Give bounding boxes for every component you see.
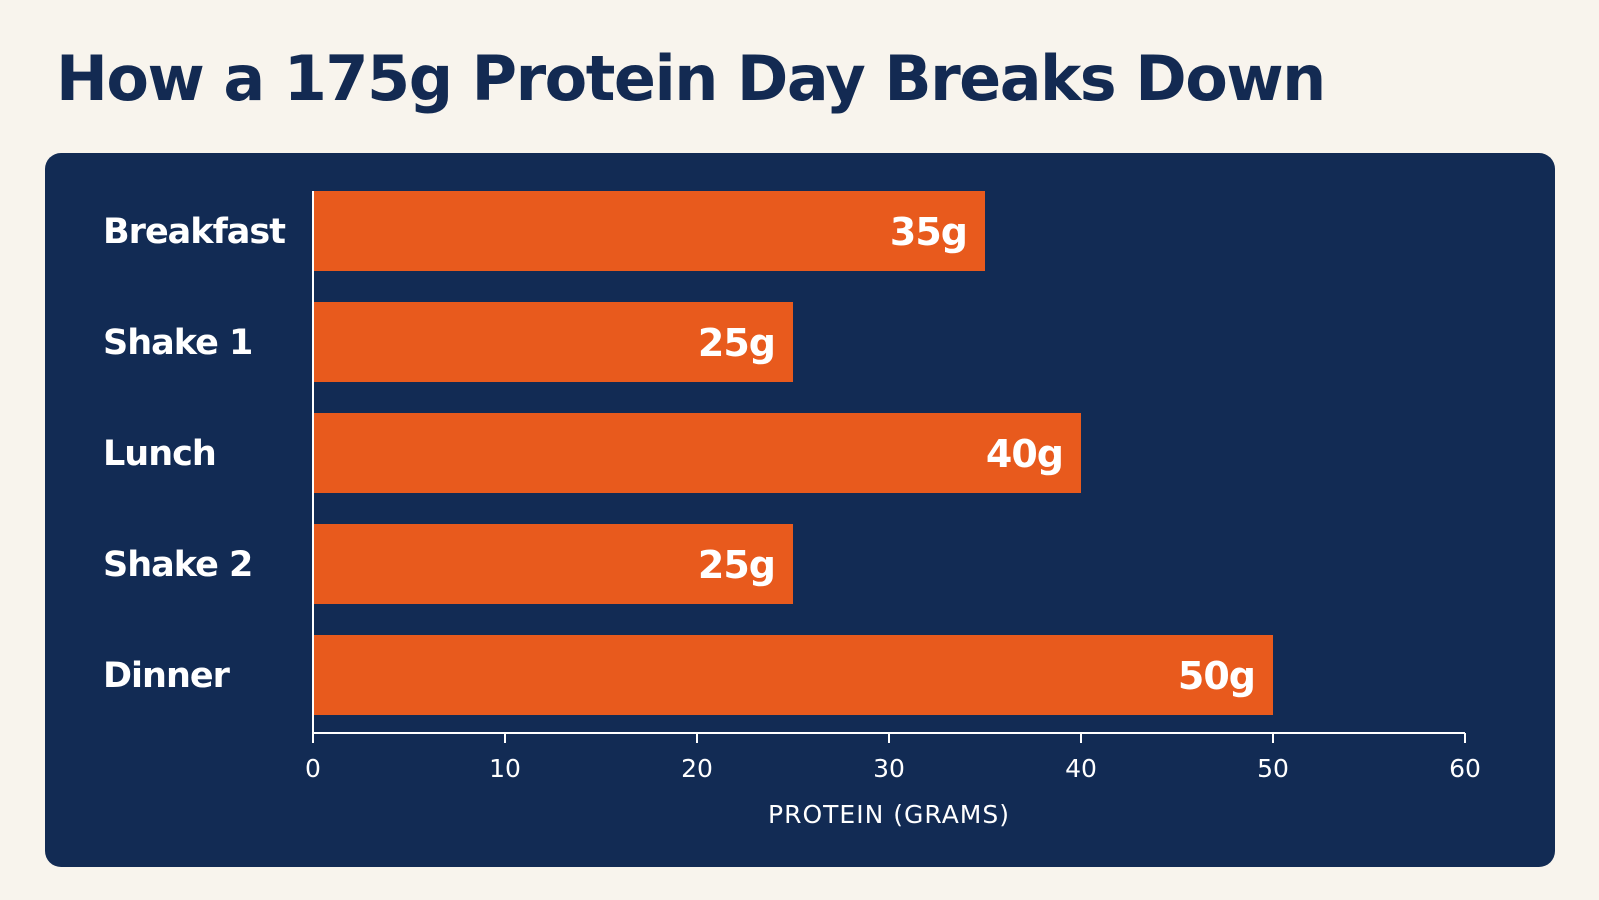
chart-title: How a 175g Protein Day Breaks Down — [56, 42, 1326, 115]
x-axis-title: PROTEIN (GRAMS) — [768, 800, 1010, 829]
x-tick-label: 20 — [681, 754, 713, 783]
bars-group — [313, 191, 1273, 715]
category-label: Dinner — [103, 656, 231, 696]
category-label: Lunch — [103, 434, 216, 474]
bar-chart: Breakfast Shake 1 Lunch Shake 2 Dinner 35g 25… — [103, 191, 1481, 829]
category-label: Breakfast — [103, 212, 285, 252]
bar-breakfast — [313, 191, 985, 271]
category-label: Shake 2 — [103, 545, 252, 585]
value-label: 25g — [698, 321, 775, 365]
value-label: 25g — [698, 543, 775, 587]
x-tick-label: 60 — [1449, 754, 1481, 783]
x-axis: 0 10 20 30 40 50 60 — [305, 191, 1481, 783]
category-label: Shake 1 — [103, 323, 252, 363]
x-tick-label: 0 — [305, 754, 321, 783]
x-tick-label: 30 — [873, 754, 905, 783]
x-tick-label: 10 — [489, 754, 521, 783]
value-label: 35g — [890, 210, 967, 254]
bar-dinner — [313, 635, 1273, 715]
bar-lunch — [313, 413, 1081, 493]
bar-shake-2 — [313, 524, 793, 604]
x-tick-label: 50 — [1257, 754, 1289, 783]
x-tick-label: 40 — [1065, 754, 1097, 783]
chart-panel: Breakfast Shake 1 Lunch Shake 2 Dinner 35g 25… — [45, 153, 1555, 867]
value-label: 50g — [1178, 654, 1255, 698]
value-labels-group: 35g 25g 40g 25g 50g — [698, 210, 1256, 698]
bar-shake-1 — [313, 302, 793, 382]
category-labels-group: Breakfast Shake 1 Lunch Shake 2 Dinner — [103, 212, 286, 696]
value-label: 40g — [986, 432, 1063, 476]
